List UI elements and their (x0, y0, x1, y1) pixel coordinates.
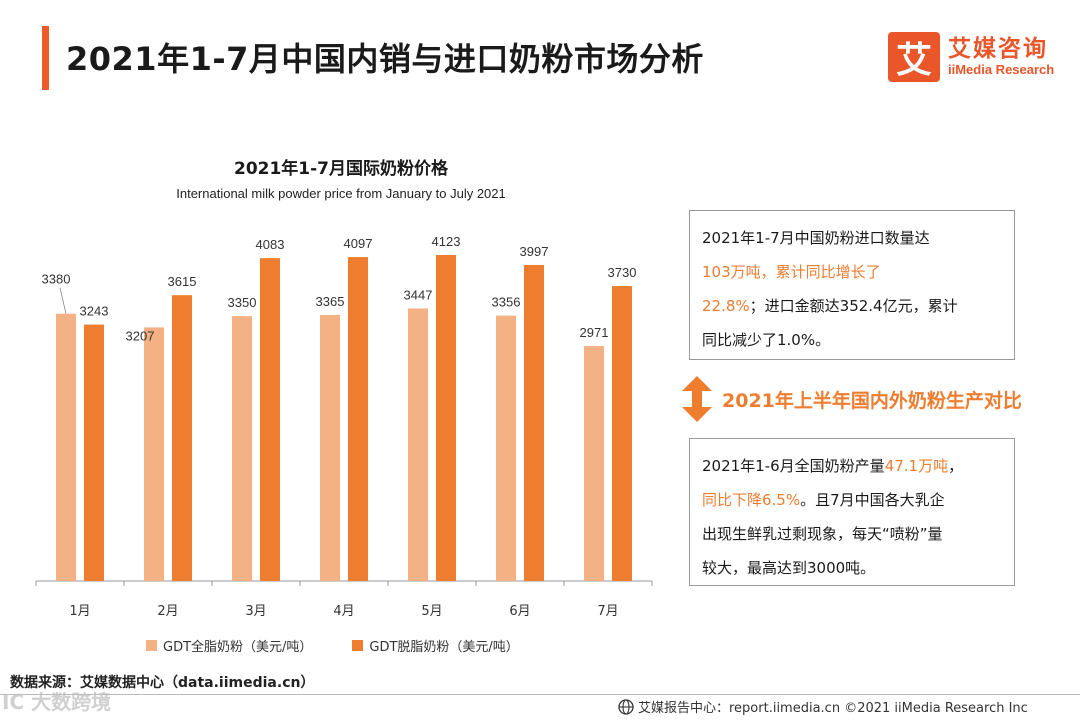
comparison-heading: 2021年上半年国内外奶粉生产对比 (722, 390, 1022, 412)
title-accent-bar (42, 26, 49, 90)
chart-title: 2021年1-7月国际奶粉价格 (233, 159, 449, 179)
logo-cn-text: 艾媒咨询 (948, 36, 1048, 62)
bar-label-whole-6: 3356 (492, 295, 521, 310)
x-tick-label-1: 1月 (69, 604, 90, 619)
bar-skim-1 (84, 324, 104, 581)
footer-credit-text: 艾媒报告中心：report.iimedia.cn ©2021 iiMedia R… (638, 701, 1028, 716)
bar-label-skim-4: 4097 (344, 236, 373, 251)
bar-label-whole-2: 3207 (126, 328, 155, 343)
legend-label-skim: GDT脱脂奶粉（美元/吨） (369, 640, 519, 655)
box1-highlight-2: 22.8% (702, 297, 750, 315)
bar-label-skim-1: 3243 (80, 304, 109, 319)
box1-highlight-1: 103万吨，累计同比增长了 (702, 263, 881, 281)
bar-label-skim-6: 3997 (520, 244, 549, 259)
production-summary-box: 2021年1-6月全国奶粉产量47.1万吨， 同比下降6.5%。且7月中国各大乳… (689, 438, 1015, 586)
page-title: 2021年1-7月中国内销与进口奶粉市场分析 (66, 40, 704, 78)
x-tick-label-4: 4月 (333, 604, 354, 619)
bar-label-whole-5: 3447 (404, 287, 433, 302)
chart-legend: GDT全脂奶粉（美元/吨） GDT脱脂奶粉（美元/吨） (146, 636, 559, 655)
box2-highlight-1: 47.1万吨 (884, 457, 949, 475)
bar-whole-4 (320, 314, 340, 581)
box2-highlight-2: 同比下降6.5% (702, 491, 801, 509)
legend-label-whole: GDT全脂奶粉（美元/吨） (163, 640, 313, 655)
footer-credit: 艾媒报告中心：report.iimedia.cn ©2021 iiMedia R… (618, 697, 1028, 716)
legend-swatch-whole (146, 640, 157, 651)
box2-post1: ， (948, 457, 964, 475)
box1-line4: 同比减少了1.0%。 (702, 331, 831, 349)
bar-skim-5 (436, 255, 456, 581)
bar-label-skim-2: 3615 (168, 274, 197, 289)
bar-whole-1 (56, 313, 76, 581)
box2-post2: 。且7月中国各大乳企 (800, 491, 945, 509)
bar-skim-2 (172, 295, 192, 581)
box2-line4: 较大，最高达到3000吨。 (702, 559, 876, 577)
bar-label-whole-4: 3365 (316, 294, 345, 309)
bar-label-skim-3: 4083 (256, 237, 285, 252)
box2-line3: 出现生鲜乳过剩现象，每天“喷粉”量 (702, 525, 943, 543)
logo-mark-icon: 艾 (888, 32, 940, 82)
box2-pre1: 2021年1-6月全国奶粉产量 (702, 457, 885, 475)
data-source: 数据来源：艾媒数据中心（data.iimedia.cn） (10, 675, 315, 691)
x-tick-label-2: 2月 (157, 604, 178, 619)
bar-whole-3 (232, 316, 252, 581)
logo-en-text: iiMedia Research (948, 62, 1055, 77)
bar-skim-6 (524, 264, 544, 581)
bar-whole-7 (584, 346, 604, 581)
bar-label-skim-7: 3730 (608, 265, 637, 280)
bar-whole-2 (144, 327, 164, 581)
x-tick-label-3: 3月 (245, 604, 266, 619)
box1-line1: 2021年1-7月中国奶粉进口数量达 (702, 229, 930, 247)
double-arrow-icon (682, 376, 712, 422)
bar-skim-4 (348, 257, 368, 581)
bar-label-whole-3: 3350 (228, 295, 257, 310)
bar-label-whole-7: 2971 (580, 325, 609, 340)
bar-whole-5 (408, 308, 428, 581)
legend-item-skim: GDT脱脂奶粉（美元/吨） (352, 636, 519, 655)
bar-label-skim-5: 4123 (432, 234, 461, 249)
x-tick-label-7: 7月 (597, 604, 618, 619)
legend-swatch-skim (352, 640, 364, 651)
iimedia-logo: 艾 艾媒咨询 iiMedia Research (888, 32, 1054, 82)
legend-item-whole: GDT全脂奶粉（美元/吨） (146, 636, 312, 655)
bar-skim-7 (612, 286, 632, 581)
leader-line (59, 287, 67, 314)
x-tick-label-6: 6月 (509, 604, 530, 619)
x-tick-label-5: 5月 (421, 604, 442, 619)
watermark: IC 大数跨境 (2, 690, 112, 714)
bar-skim-3 (260, 258, 280, 581)
box1-line3: ；进口金额达352.4亿元，累计 (749, 297, 958, 315)
bar-whole-6 (496, 315, 516, 581)
import-summary-box: 2021年1-7月中国奶粉进口数量达 103万吨，累计同比增长了 22.8%；进… (689, 210, 1015, 360)
chart-subtitle: International milk powder price from Jan… (176, 186, 506, 201)
footer-divider (0, 694, 1080, 695)
globe-icon (618, 698, 634, 715)
bar-chart: 3380 3243 1月 3207 3615 2月 3350 4083 3月 3365 4097 4月… (35, 234, 653, 619)
bar-label-whole-1: 3380 (42, 272, 71, 287)
